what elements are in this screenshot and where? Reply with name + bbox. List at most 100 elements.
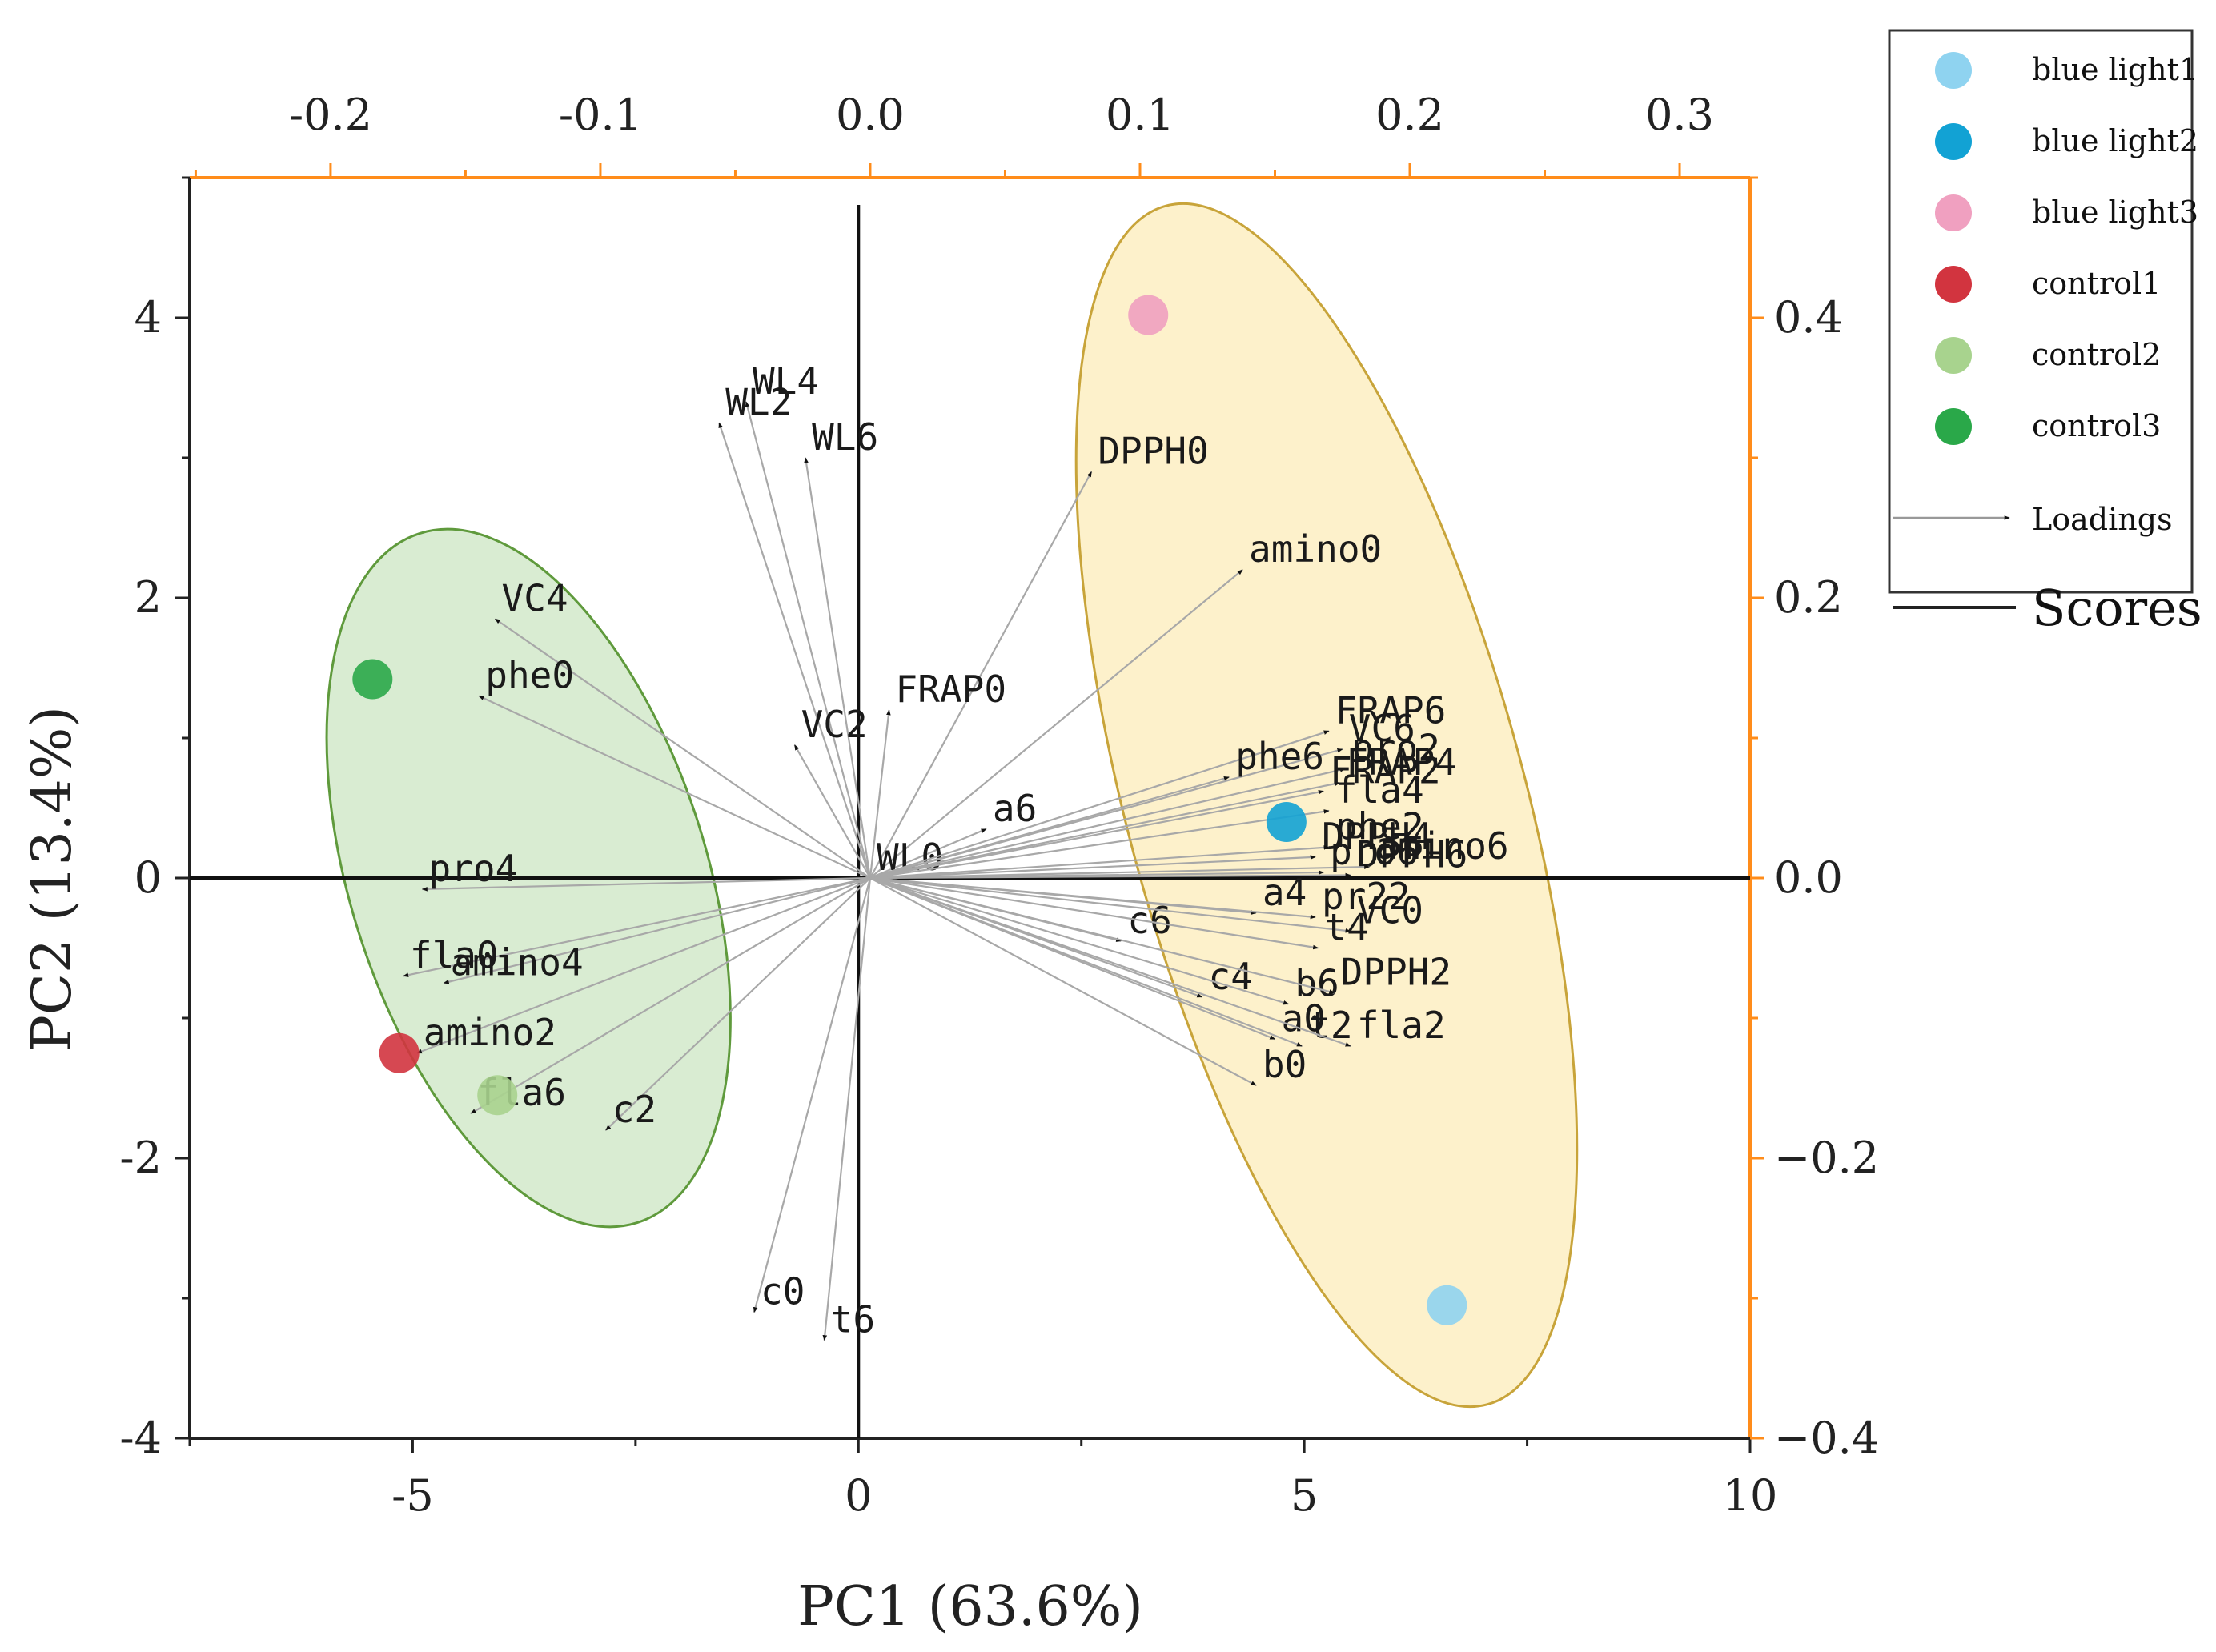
legend-item-blue-light3: blue light3 bbox=[1935, 194, 2198, 231]
score-point-control1 bbox=[379, 1032, 420, 1073]
loading-vector bbox=[869, 768, 1346, 880]
loading-vector bbox=[494, 618, 871, 879]
legend-marker bbox=[1935, 123, 1972, 160]
loading-vector bbox=[869, 876, 1351, 1048]
loading-label: a6 bbox=[993, 787, 1037, 830]
loading-t4: t4 bbox=[869, 876, 1369, 950]
loading-frap2: FRAP2 bbox=[869, 749, 1441, 880]
loading-vector bbox=[718, 422, 872, 879]
loading-amino2: amino2 bbox=[416, 876, 871, 1054]
y-tick-label: 4 bbox=[134, 292, 162, 343]
legend-label: control2 bbox=[2032, 337, 2161, 372]
loading-vector bbox=[443, 876, 871, 984]
legend-marker bbox=[1935, 408, 1972, 445]
legend-label: blue light3 bbox=[2032, 194, 2198, 230]
loading-vector bbox=[869, 876, 1316, 920]
score-point-blue-light3 bbox=[1128, 295, 1169, 335]
loading-label: DPPH4 bbox=[1322, 815, 1432, 858]
x-tick-label: 10 bbox=[1723, 1470, 1778, 1521]
y-tick-label: -2 bbox=[119, 1133, 162, 1183]
loading-label: VC6 bbox=[1349, 707, 1415, 750]
loading-label: pr22 bbox=[1322, 875, 1411, 918]
loading-label: fla4 bbox=[1335, 768, 1424, 812]
loading-label: WL6 bbox=[812, 415, 878, 459]
legend-item-control1: control1 bbox=[1935, 266, 2161, 303]
loading-label: FRAP6 bbox=[1335, 688, 1446, 732]
loading-label: amino0 bbox=[1249, 527, 1382, 571]
loading-c0: c0 bbox=[753, 877, 872, 1313]
loading-label: pro6 bbox=[1330, 830, 1419, 873]
loading-phe6: phe6 bbox=[869, 735, 1324, 880]
loading-label: b6 bbox=[1295, 962, 1339, 1005]
legend-marker bbox=[1935, 337, 1972, 374]
loading-label: amino6 bbox=[1375, 824, 1508, 868]
legend-item-control3: control3 bbox=[1935, 408, 2161, 445]
loading-vector bbox=[869, 876, 1335, 994]
top-tick-label: -0.1 bbox=[559, 90, 642, 140]
loading-label: fla0 bbox=[410, 934, 499, 977]
loading-label: t4 bbox=[1324, 906, 1368, 949]
right-tick-label: −0.4 bbox=[1774, 1413, 1879, 1463]
loading-fla0: fla0 bbox=[403, 876, 871, 977]
loading-label: pro2 bbox=[1351, 727, 1440, 770]
legend-marker bbox=[1935, 266, 1972, 303]
loading-label: b0 bbox=[1263, 1043, 1307, 1086]
loading-label: phe6 bbox=[1235, 735, 1324, 778]
loading-vector bbox=[869, 870, 1324, 880]
loading-phe2: phe2 bbox=[869, 805, 1424, 880]
loading-fla4: fla4 bbox=[869, 768, 1424, 880]
loading-label: VC2 bbox=[801, 703, 868, 746]
loading-label: DPPH2 bbox=[1341, 951, 1451, 994]
loading-amino0: amino0 bbox=[869, 527, 1382, 879]
loading-a0: a0 bbox=[869, 876, 1326, 1041]
loading-frap6: FRAP6 bbox=[869, 688, 1446, 880]
loading-label: c6 bbox=[1127, 899, 1171, 942]
top-tick-label: -0.2 bbox=[289, 90, 372, 140]
right-tick-label: 0.0 bbox=[1774, 852, 1843, 903]
loading-dpph2: DPPH2 bbox=[869, 876, 1451, 994]
loading-label: amino2 bbox=[424, 1011, 556, 1054]
x-tick-label: 0 bbox=[845, 1470, 872, 1521]
legend-marker bbox=[1935, 52, 1972, 89]
loading-wl6: WL6 bbox=[804, 415, 878, 879]
loading-vector bbox=[869, 709, 891, 879]
loading-vector bbox=[869, 809, 1330, 880]
y-tick-label: 2 bbox=[134, 572, 162, 623]
score-point-control2 bbox=[477, 1075, 518, 1116]
loading-vector bbox=[869, 845, 1330, 880]
loading-label: FRAP2 bbox=[1330, 749, 1440, 792]
loading-label: c2 bbox=[612, 1088, 656, 1131]
loading-vector bbox=[869, 876, 1319, 950]
loading-vector bbox=[869, 776, 1230, 880]
loading-vector bbox=[869, 730, 1330, 880]
loading-label: VC4 bbox=[502, 576, 568, 620]
loading-vector bbox=[478, 695, 871, 879]
loading-vector bbox=[869, 877, 1257, 1086]
loading-wl4: WL4 bbox=[745, 359, 872, 879]
loading-label: DPPH0 bbox=[1098, 430, 1208, 473]
legend-label: blue light2 bbox=[2032, 123, 2198, 158]
loading-vc2: VC2 bbox=[793, 703, 871, 879]
loading-label: a4 bbox=[1263, 871, 1307, 914]
loading-phe0: phe0 bbox=[478, 654, 871, 879]
loading-label: fla2 bbox=[1357, 1004, 1446, 1047]
legend-box bbox=[1888, 29, 2194, 594]
loading-vector bbox=[869, 789, 1324, 880]
loading-label: VC0 bbox=[1357, 889, 1423, 932]
loading-label: DPPH6 bbox=[1357, 833, 1467, 876]
loading-vector bbox=[745, 401, 872, 879]
loading-pro6: pro6 bbox=[869, 830, 1419, 880]
y-tick-label: -4 bbox=[119, 1413, 162, 1463]
legend-item-loadings: Loadings bbox=[1893, 502, 2173, 537]
loading-fla2: fla2 bbox=[869, 876, 1446, 1048]
loading-frap0: FRAP0 bbox=[869, 668, 1006, 879]
loading-b6: b6 bbox=[869, 876, 1339, 1005]
loading-vector bbox=[470, 877, 871, 1114]
loading-vc0: VC0 bbox=[869, 876, 1423, 933]
loading-label: phe0 bbox=[485, 654, 574, 697]
score-point-blue-light2 bbox=[1266, 802, 1307, 842]
legend-label: Scores bbox=[2032, 579, 2202, 637]
loading-label: amino4 bbox=[450, 940, 583, 984]
